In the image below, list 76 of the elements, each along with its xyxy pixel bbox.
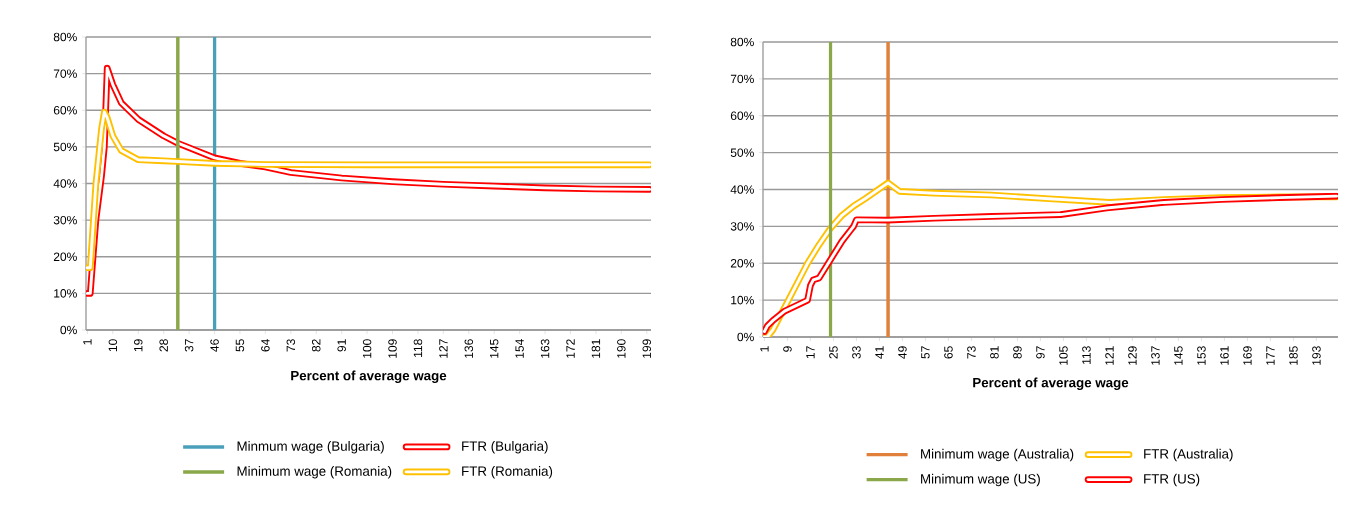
x-tick-label: 129 — [1128, 346, 1137, 365]
x-tick-label: 113 — [1082, 346, 1091, 364]
y-tick-label: 0% — [737, 332, 754, 342]
y-tick-label: 40% — [53, 179, 77, 188]
x-tick-label: 172 — [566, 339, 575, 358]
legend-label: Minimum wage (US) — [921, 473, 1040, 487]
x-tick-label: 37 — [184, 339, 194, 352]
x-tick-label: 118 — [413, 339, 423, 357]
x-tick-label: 169 — [1243, 346, 1252, 365]
x-tick-label: 49 — [898, 346, 907, 359]
x-tick-label: 185 — [1289, 346, 1298, 365]
y-tick-label: 30% — [53, 215, 77, 225]
x-tick-label: 65 — [944, 346, 953, 359]
x-tick-label: 10 — [108, 339, 118, 352]
x-tick-label: 82 — [311, 339, 321, 352]
x-tick-label: 41 — [875, 346, 884, 359]
x-tick-label: 190 — [617, 339, 626, 358]
x-tick-label: 100 — [362, 339, 372, 358]
x-tick-label: 181 — [591, 339, 601, 358]
x-tick-label: 46 — [210, 339, 219, 352]
x-tick-label: 17 — [806, 346, 815, 359]
y-tick-label: 80% — [730, 37, 754, 47]
x-tick-label: 161 — [1220, 346, 1229, 365]
x-tick-label: 121 — [1105, 346, 1114, 365]
x-tick-label: 19 — [134, 339, 143, 352]
x-tick-label: 28 — [159, 339, 168, 352]
x-tick-label: 105 — [1059, 346, 1068, 365]
legend-label: FTR (Romania) — [462, 466, 553, 479]
x-tick-label: 193 — [1312, 346, 1321, 365]
x-tick-label: 73 — [967, 346, 976, 359]
y-tick-label: 60% — [730, 111, 754, 121]
x-tick-label: 109 — [388, 339, 397, 358]
x-axis-title: Percent of average wage — [973, 377, 1129, 391]
y-tick-label: 30% — [730, 222, 754, 231]
x-tick-label: 9 — [783, 346, 792, 352]
x-tick-label: 177 — [1266, 346, 1275, 365]
legend-label: Minimum wage (Australia) — [921, 448, 1074, 462]
x-tick-label: 97 — [1036, 346, 1045, 359]
x-tick-label: 64 — [261, 339, 270, 352]
y-tick-label: 70% — [730, 74, 754, 84]
x-tick-label: 91 — [337, 339, 346, 352]
x-axis-title: Percent of average wage — [291, 370, 447, 384]
x-tick-label: 145 — [1174, 346, 1183, 365]
x-tick-label: 136 — [464, 339, 474, 358]
x-tick-label: 33 — [852, 346, 861, 359]
x-tick-label: 163 — [540, 339, 550, 358]
x-tick-label: 199 — [642, 339, 652, 358]
legend-label: FTR (Bulgaria) — [462, 441, 548, 454]
legend-label: Minimum wage (Romania) — [237, 466, 392, 479]
x-tick-label: 89 — [1013, 346, 1022, 359]
x-tick-label: 81 — [990, 346, 999, 359]
y-tick-label: 60% — [53, 106, 77, 115]
x-tick-label: 153 — [1197, 346, 1206, 365]
x-tick-label: 25 — [829, 346, 838, 359]
y-tick-label: 20% — [730, 259, 754, 268]
y-tick-label: 10% — [731, 295, 754, 305]
x-tick-label: 55 — [235, 339, 245, 352]
y-tick-label: 50% — [53, 142, 77, 152]
legend-label: FTR (Australia) — [1144, 448, 1233, 462]
legend-label: FTR (US) — [1144, 473, 1200, 487]
legend-label: Minmum wage (Bulgaria) — [237, 441, 384, 454]
x-tick-label: 154 — [515, 339, 524, 358]
y-tick-label: 0% — [60, 325, 77, 335]
y-tick-label: 40% — [730, 185, 754, 194]
x-tick-label: 127 — [439, 339, 448, 358]
x-tick-label: 145 — [490, 339, 499, 358]
x-tick-label: 1 — [83, 339, 92, 345]
x-tick-label: 137 — [1151, 346, 1160, 365]
y-tick-label: 10% — [54, 289, 77, 298]
y-tick-label: 20% — [53, 252, 77, 262]
x-tick-label: 1 — [760, 346, 769, 352]
x-tick-label: 57 — [921, 346, 930, 359]
x-tick-label: 73 — [286, 339, 296, 352]
y-tick-label: 70% — [53, 69, 77, 78]
y-tick-label: 50% — [730, 148, 754, 157]
y-tick-label: 80% — [53, 32, 77, 42]
